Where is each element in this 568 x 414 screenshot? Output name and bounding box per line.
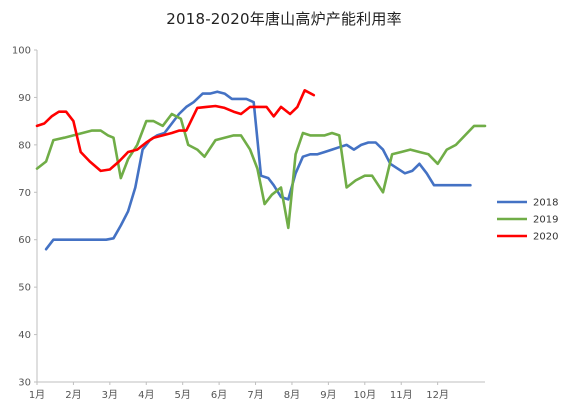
x-tick-label: 1月 — [29, 389, 45, 401]
series-line-2020 — [35, 89, 316, 173]
x-tick-label: 12月 — [426, 389, 449, 401]
x-tick-label: 2月 — [65, 389, 81, 401]
y-tick-label: 90 — [18, 93, 31, 104]
y-axis-ticks: 30 40 50 60 70 80 90 100 — [12, 46, 37, 389]
series-line-2019 — [35, 112, 487, 230]
chart-title: 2018-2020年唐山高炉产能利用率 — [166, 10, 402, 28]
series-line-2018 — [44, 90, 472, 251]
series-layer — [35, 89, 487, 251]
y-tick-label: 50 — [18, 283, 31, 294]
x-tick-label: 8月 — [284, 389, 300, 401]
legend-label-2020: 2020 — [533, 232, 558, 243]
x-tick-label: 4月 — [138, 389, 154, 401]
y-tick-label: 60 — [18, 235, 31, 246]
y-tick-label: 40 — [18, 330, 31, 341]
legend-label-2019: 2019 — [533, 215, 558, 226]
x-tick-label: 5月 — [175, 389, 191, 401]
x-axis-ticks: 1月 2月 3月 4月 5月 6月 7月 8月 9月 10月 11月 12月 — [29, 382, 449, 401]
x-tick-label: 7月 — [247, 389, 263, 401]
x-tick-label: 11月 — [390, 389, 413, 401]
x-tick-label: 6月 — [211, 389, 227, 401]
y-tick-label: 80 — [18, 140, 31, 151]
legend-label-2018: 2018 — [533, 198, 558, 209]
legend: 2018 2019 2020 — [497, 198, 558, 243]
x-tick-label: 10月 — [353, 389, 376, 401]
x-tick-label: 9月 — [320, 389, 336, 401]
y-tick-label: 30 — [18, 378, 31, 389]
y-tick-label: 100 — [12, 46, 31, 57]
y-tick-label: 70 — [18, 188, 31, 199]
x-tick-label: 3月 — [102, 389, 118, 401]
